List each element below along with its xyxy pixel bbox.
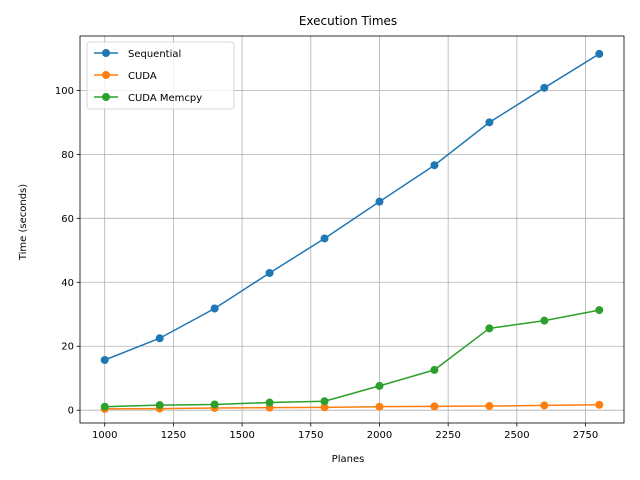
data-point-cuda-memcpy bbox=[210, 400, 219, 409]
y-tick-label: 40 bbox=[61, 278, 74, 289]
data-point-sequential bbox=[100, 355, 109, 364]
legend-marker-cuda-memcpy bbox=[102, 93, 110, 101]
data-point-cuda-memcpy bbox=[100, 402, 109, 411]
data-point-sequential bbox=[210, 304, 219, 313]
legend-label-sequential: Sequential bbox=[128, 49, 181, 60]
series-line-cuda-memcpy bbox=[104, 309, 600, 408]
series-line-cuda bbox=[104, 404, 600, 410]
data-point-cuda bbox=[320, 403, 329, 412]
x-tick-label: 1750 bbox=[298, 430, 323, 441]
data-point-cuda-memcpy bbox=[430, 365, 439, 374]
data-point-sequential bbox=[595, 49, 604, 58]
data-point-cuda-memcpy bbox=[595, 306, 604, 315]
data-point-sequential bbox=[540, 83, 549, 92]
data-point-cuda-memcpy bbox=[485, 324, 494, 333]
data-point-sequential bbox=[320, 234, 329, 243]
legend-marker-sequential bbox=[102, 49, 110, 57]
series-layer bbox=[100, 49, 604, 413]
data-point-sequential bbox=[155, 334, 164, 343]
data-point-sequential bbox=[265, 268, 274, 277]
y-tick-label: 0 bbox=[68, 406, 74, 417]
x-tick-label: 2750 bbox=[573, 430, 598, 441]
data-point-cuda-memcpy bbox=[375, 381, 384, 390]
data-point-cuda bbox=[540, 401, 549, 410]
x-tick-label: 2500 bbox=[504, 430, 529, 441]
data-point-sequential bbox=[485, 118, 494, 127]
data-point-sequential bbox=[375, 197, 384, 206]
data-point-cuda bbox=[595, 400, 604, 409]
x-tick-label: 1500 bbox=[229, 430, 254, 441]
data-point-cuda-memcpy bbox=[320, 397, 329, 406]
x-tick-label: 2250 bbox=[435, 430, 460, 441]
data-point-cuda-memcpy bbox=[540, 316, 549, 325]
axis-ticks: 1000 1250 1500 1750 2000 2250 2500 2750 0 20 40 60 8… bbox=[55, 86, 598, 441]
data-point-cuda bbox=[430, 402, 439, 411]
y-tick-label: 60 bbox=[61, 214, 74, 225]
x-tick-label: 2000 bbox=[367, 430, 392, 441]
legend-box bbox=[86, 41, 235, 110]
data-point-cuda bbox=[375, 402, 384, 411]
y-tick-label: 80 bbox=[61, 150, 74, 161]
grid-lines bbox=[80, 36, 624, 423]
x-tick-label: 1000 bbox=[92, 430, 117, 441]
data-point-cuda-memcpy bbox=[155, 401, 164, 410]
legend-label-cuda: CUDA bbox=[128, 71, 157, 82]
legend-label-cuda-memcpy: CUDA Memcpy bbox=[128, 93, 202, 104]
y-tick-label: 100 bbox=[55, 86, 74, 97]
series-line-sequential bbox=[104, 53, 600, 361]
x-axis-label: Planes bbox=[332, 454, 365, 465]
legend-marker-cuda bbox=[102, 71, 110, 79]
chart-title: Execution Times bbox=[299, 14, 397, 28]
data-point-cuda-memcpy bbox=[265, 398, 274, 407]
data-point-sequential bbox=[430, 161, 439, 170]
data-point-cuda bbox=[485, 402, 494, 411]
plot-frame bbox=[79, 35, 625, 424]
x-tick-label: 1250 bbox=[161, 430, 186, 441]
legend: Sequential CUDA CUDA Memcpy bbox=[86, 41, 235, 110]
y-tick-label: 20 bbox=[61, 342, 74, 353]
y-axis-label: Time (seconds) bbox=[18, 184, 29, 261]
